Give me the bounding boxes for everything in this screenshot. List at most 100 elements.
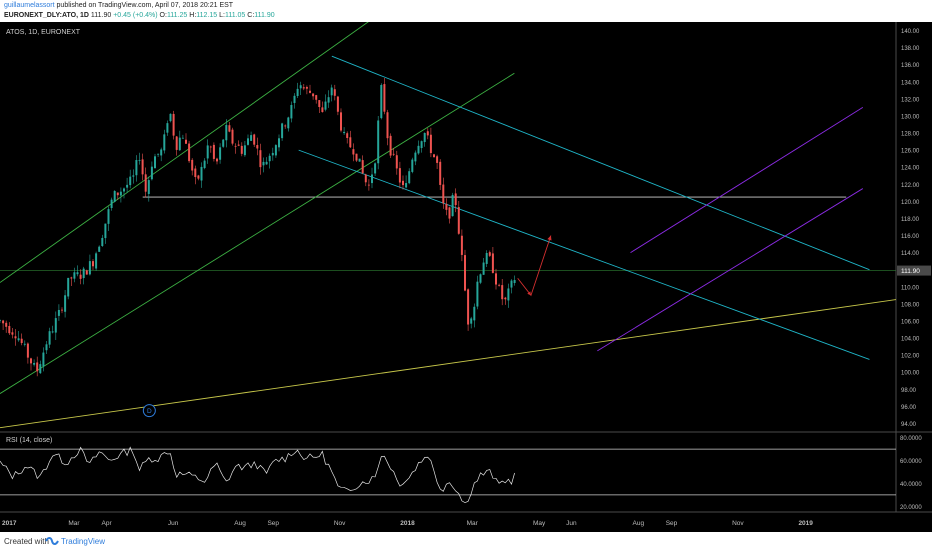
candle-body[interactable] [287, 117, 290, 129]
candle-body[interactable] [457, 207, 460, 234]
candle-body[interactable] [374, 163, 377, 174]
candle-body[interactable] [243, 145, 246, 156]
candle-body[interactable] [5, 322, 8, 327]
candle-body[interactable] [398, 168, 401, 183]
candle-body[interactable] [57, 309, 60, 316]
price-pane[interactable]: 94.00 96.00 98.00 100.00 102.00 104.00 106.00 1… [0, 0, 932, 512]
candle-body[interactable] [61, 309, 63, 311]
candle-body[interactable] [491, 253, 494, 273]
candle-body[interactable] [343, 131, 346, 134]
candle-body[interactable] [14, 336, 17, 339]
candle-body[interactable] [426, 131, 429, 136]
candle-body[interactable] [237, 144, 240, 146]
candle-body[interactable] [274, 145, 277, 156]
candle-body[interactable] [510, 280, 513, 288]
candle-body[interactable] [116, 192, 119, 196]
candle-body[interactable] [82, 268, 85, 279]
cyan-channel-upper[interactable] [331, 55, 870, 271]
candle-body[interactable] [367, 184, 370, 186]
candle-body[interactable] [212, 144, 215, 159]
candle-body[interactable] [371, 174, 373, 184]
candle-body[interactable] [119, 191, 122, 196]
candlestick-series[interactable] [0, 77, 516, 377]
candle-body[interactable] [2, 320, 5, 324]
purple-channel-upper[interactable] [630, 107, 864, 254]
candle-body[interactable] [380, 84, 383, 119]
candle-body[interactable] [340, 112, 342, 131]
candle-body[interactable] [54, 318, 57, 333]
candle-body[interactable] [377, 120, 380, 164]
candle-body[interactable] [281, 123, 284, 139]
candle-body[interactable] [417, 145, 420, 154]
candle-body[interactable] [79, 274, 82, 279]
candle-body[interactable] [154, 156, 156, 169]
candle-body[interactable] [26, 343, 29, 358]
candle-body[interactable] [150, 166, 153, 180]
candle-body[interactable] [42, 352, 45, 367]
candle-body[interactable] [219, 147, 222, 160]
candle-body[interactable] [476, 281, 479, 307]
candle-body[interactable] [259, 150, 262, 168]
candle-body[interactable] [268, 155, 271, 162]
candle-body[interactable] [324, 101, 327, 110]
candle-body[interactable] [361, 160, 364, 174]
candle-body[interactable] [364, 174, 367, 183]
candle-body[interactable] [36, 362, 39, 372]
candle-body[interactable] [160, 149, 163, 156]
candle-body[interactable] [39, 364, 42, 374]
candle-body[interactable] [144, 174, 147, 192]
candle-body[interactable] [98, 246, 101, 252]
candle-body[interactable] [23, 343, 26, 345]
candle-body[interactable] [485, 252, 488, 264]
candle-body[interactable] [240, 145, 243, 154]
candle-body[interactable] [470, 318, 473, 324]
candle-body[interactable] [110, 199, 113, 208]
candle-body[interactable] [157, 153, 160, 155]
candle-body[interactable] [138, 160, 141, 161]
candle-body[interactable] [309, 90, 311, 93]
candle-body[interactable] [126, 184, 129, 188]
candle-body[interactable] [454, 193, 457, 206]
candle-body[interactable] [70, 277, 73, 279]
candle-body[interactable] [88, 261, 91, 275]
candle-body[interactable] [405, 183, 408, 188]
candle-body[interactable] [498, 284, 501, 286]
tradingview-logo-icon[interactable] [45, 536, 59, 546]
support-trendline[interactable] [0, 299, 897, 429]
candle-body[interactable] [191, 159, 194, 171]
candle-body[interactable] [200, 166, 203, 181]
candle-body[interactable] [302, 87, 305, 89]
candle-body[interactable] [488, 252, 491, 256]
candle-body[interactable] [349, 137, 352, 148]
candle-body[interactable] [336, 96, 339, 112]
tradingview-brand[interactable]: TradingView [61, 537, 106, 546]
candle-body[interactable] [433, 154, 435, 158]
candle-body[interactable] [163, 134, 166, 151]
candle-body[interactable] [222, 139, 225, 147]
chart-area[interactable]: 94.00 96.00 98.00 100.00 102.00 104.00 106.00 1… [0, 0, 932, 532]
candle-body[interactable] [225, 124, 228, 141]
candle-body[interactable] [45, 344, 48, 351]
candle-body[interactable] [129, 176, 132, 186]
candle-body[interactable] [513, 279, 516, 283]
candle-body[interactable] [135, 160, 138, 176]
candle-body[interactable] [501, 285, 504, 300]
candle-body[interactable] [132, 175, 135, 177]
candle-body[interactable] [253, 134, 256, 145]
candle-body[interactable] [271, 152, 274, 156]
candle-body[interactable] [231, 129, 234, 144]
candle-body[interactable] [445, 203, 448, 210]
candle-body[interactable] [11, 332, 14, 335]
candle-body[interactable] [327, 97, 330, 103]
candle-body[interactable] [386, 112, 389, 139]
cyan-channel-lower[interactable] [298, 149, 870, 360]
candle-body[interactable] [495, 273, 497, 285]
candle-body[interactable] [33, 362, 36, 365]
candle-body[interactable] [209, 146, 212, 148]
candle-body[interactable] [216, 158, 218, 162]
candle-body[interactable] [420, 141, 423, 149]
candle-body[interactable] [402, 180, 404, 186]
candle-body[interactable] [395, 155, 398, 169]
candle-body[interactable] [442, 184, 445, 204]
candle-body[interactable] [228, 125, 231, 132]
